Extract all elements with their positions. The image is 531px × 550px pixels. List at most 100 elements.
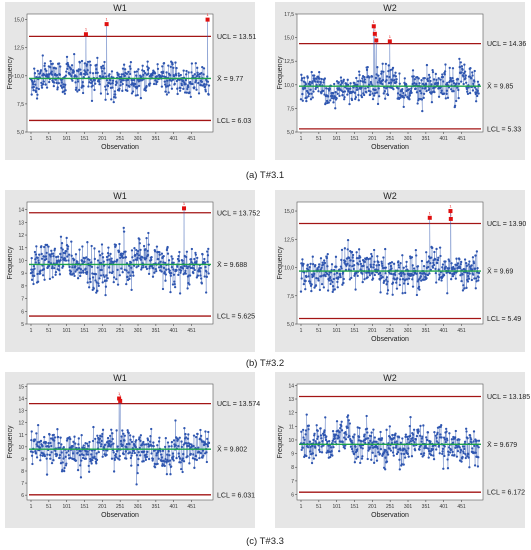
data-point	[326, 265, 329, 268]
data-point	[83, 260, 86, 263]
data-point	[91, 272, 94, 275]
data-point	[59, 252, 62, 256]
data-point	[394, 273, 397, 276]
data-point	[116, 258, 119, 261]
data-point	[61, 264, 65, 268]
data-point	[156, 462, 159, 466]
data-point	[381, 266, 385, 270]
data-point	[157, 457, 160, 460]
data-point	[108, 258, 111, 261]
data-point	[418, 434, 422, 437]
x-tick-label: 351	[152, 328, 161, 334]
data-point	[54, 449, 57, 452]
data-point	[410, 256, 414, 259]
data-point	[158, 253, 161, 256]
data-point	[85, 256, 88, 259]
data-point	[52, 254, 55, 258]
data-point	[128, 442, 131, 446]
data-point	[465, 87, 469, 91]
data-point	[64, 89, 67, 92]
data-point	[463, 268, 466, 271]
data-point	[341, 90, 345, 94]
data-point	[120, 75, 123, 79]
chart-title: W1	[113, 373, 127, 383]
data-point	[346, 83, 350, 87]
data-point	[351, 441, 354, 444]
data-point	[420, 437, 424, 440]
data-point	[380, 262, 384, 265]
data-point	[400, 89, 404, 93]
data-point	[150, 256, 153, 259]
data-point	[43, 454, 47, 458]
data-point	[365, 271, 368, 274]
data-point	[377, 263, 381, 267]
data-point	[206, 75, 209, 78]
data-point	[446, 81, 449, 85]
data-point	[193, 458, 197, 461]
data-point	[344, 438, 348, 441]
data-point	[38, 446, 42, 449]
data-point	[156, 67, 160, 71]
data-point	[472, 440, 475, 443]
data-point	[111, 82, 114, 85]
data-point	[71, 266, 74, 269]
data-point	[150, 452, 153, 455]
data-point	[158, 250, 161, 254]
data-point	[406, 452, 409, 456]
data-point	[93, 257, 97, 261]
data-point	[200, 84, 203, 87]
data-point	[384, 97, 387, 100]
data-point	[179, 86, 182, 90]
data-point	[162, 70, 165, 73]
data-point	[80, 73, 83, 76]
data-point	[416, 280, 419, 283]
data-point	[200, 277, 203, 280]
x-axis-label: Observation	[371, 512, 409, 519]
data-point	[318, 288, 322, 292]
data-point	[70, 240, 73, 243]
y-tick-label: 12,5	[284, 237, 294, 243]
data-point	[371, 271, 374, 275]
data-point	[66, 255, 69, 258]
data-point	[386, 292, 389, 295]
data-point	[199, 274, 202, 277]
x-tick-label: 51	[46, 504, 52, 510]
data-point	[353, 452, 356, 456]
data-point	[128, 65, 131, 68]
data-point	[152, 441, 155, 444]
data-point	[122, 63, 126, 66]
data-point	[196, 73, 200, 77]
data-point	[442, 273, 446, 277]
data-point	[59, 462, 63, 465]
data-point	[184, 272, 187, 275]
data-point	[312, 90, 315, 93]
data-point	[97, 450, 100, 454]
data-point	[87, 444, 90, 447]
data-point	[467, 456, 470, 459]
data-point	[168, 459, 172, 462]
data-point	[153, 72, 157, 75]
data-point	[183, 91, 187, 94]
data-point	[201, 65, 204, 69]
data-point	[392, 436, 396, 439]
data-point	[403, 448, 406, 451]
data-point	[458, 446, 461, 449]
data-point	[166, 252, 170, 255]
data-point	[459, 262, 462, 266]
data-point	[404, 94, 407, 97]
data-point	[381, 82, 384, 86]
y-tick-label: 5,0	[287, 322, 294, 328]
data-point	[88, 60, 92, 63]
data-point	[97, 78, 100, 82]
data-point	[194, 253, 197, 256]
data-point	[343, 447, 347, 450]
data-point	[425, 63, 429, 67]
data-point	[185, 442, 189, 445]
data-point	[95, 63, 98, 67]
data-point	[359, 446, 363, 449]
data-point	[467, 452, 470, 456]
y-tick-label: 8	[291, 465, 294, 471]
data-point	[356, 455, 360, 459]
data-point	[104, 443, 107, 446]
out-of-control-flag: 1	[183, 201, 186, 206]
